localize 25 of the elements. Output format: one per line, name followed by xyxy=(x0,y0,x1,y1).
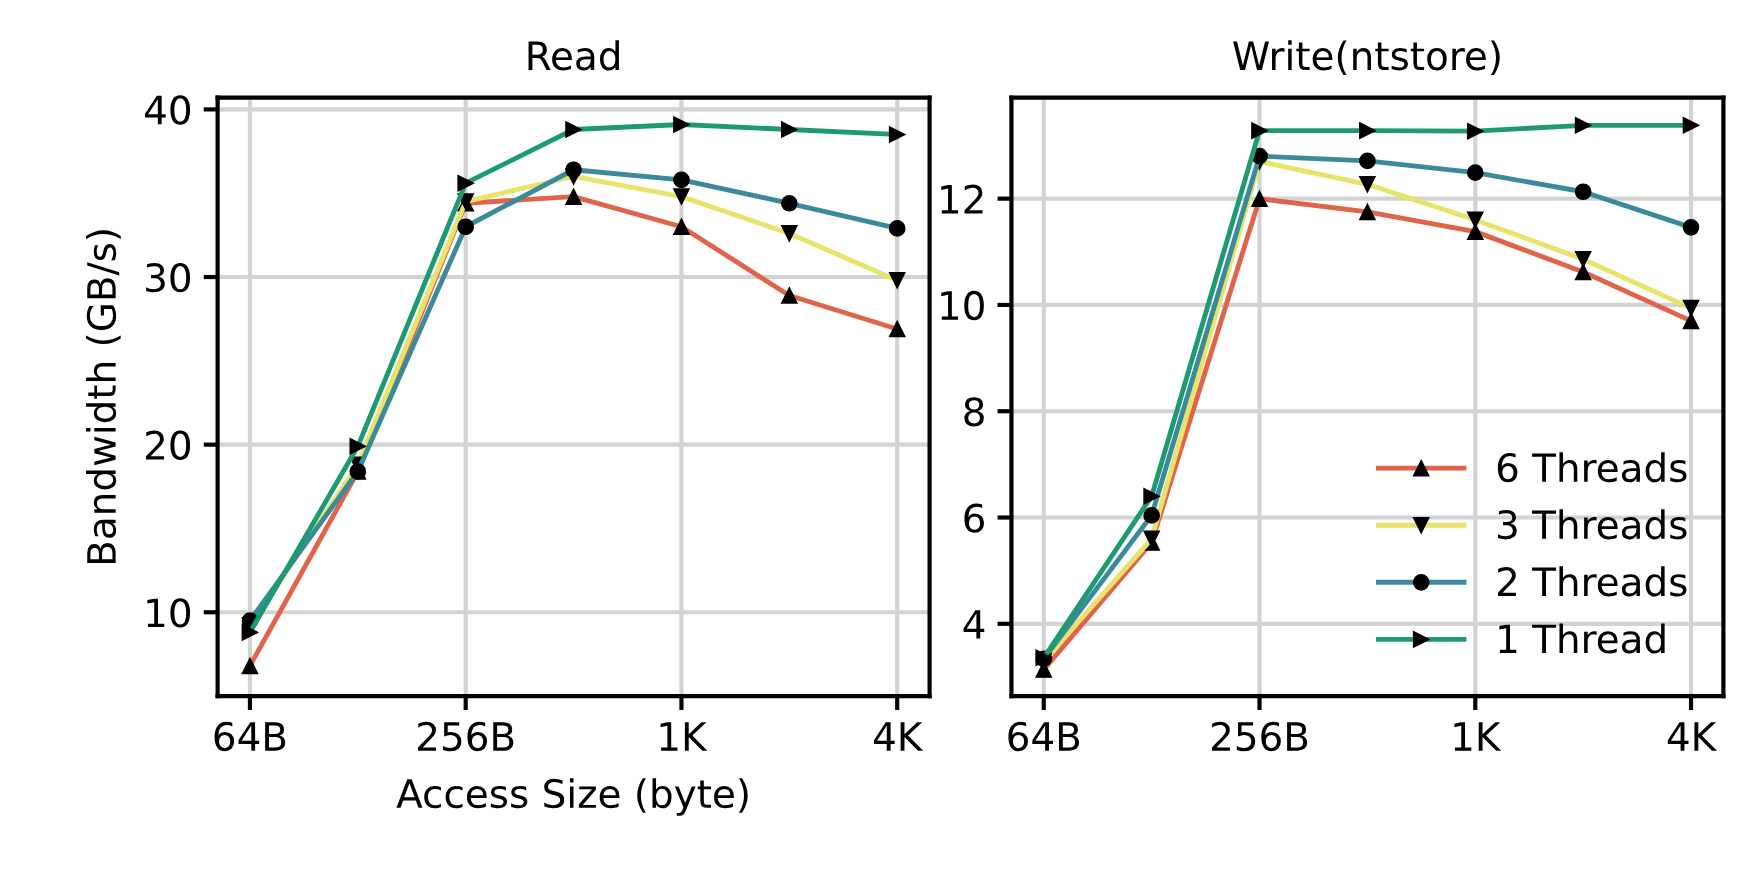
x-tick-label: 64B xyxy=(214,721,286,752)
x-tick-label: 256B xyxy=(1211,721,1308,752)
y-tick-label: 10 xyxy=(941,290,984,321)
y-tick-label: 12 xyxy=(941,184,983,214)
x-tick-label: 1K xyxy=(1454,722,1502,751)
y-tick-label: 30 xyxy=(146,262,191,293)
y-tick-label: 4 xyxy=(963,610,985,639)
y-tick-label: 6 xyxy=(964,503,984,533)
x-tick-label: 256B xyxy=(418,721,514,752)
y-tick-label: 40 xyxy=(145,95,191,125)
x-tick-label: 1K xyxy=(660,722,708,751)
chart-title: Write(ntstore) xyxy=(1233,40,1500,76)
x-tick-label: 4K xyxy=(873,722,924,751)
legend-label: 6 Threads xyxy=(1497,452,1687,483)
x-tick-label: 64B xyxy=(1008,721,1080,752)
y-axis-title: Bandwidth (GB/s) xyxy=(86,230,121,564)
legend-label: 3 Threads xyxy=(1498,509,1687,540)
x-axis-title: Access Size (byte) xyxy=(396,778,748,816)
y-tick-label: 20 xyxy=(145,430,191,460)
y-tick-label: 8 xyxy=(964,397,984,427)
legend-label: 2 Threads xyxy=(1497,566,1687,597)
y-tick-label: 10 xyxy=(147,598,191,628)
legend-label: 1 Thread xyxy=(1499,623,1665,654)
chart-title: Read xyxy=(528,40,619,71)
x-tick-label: 4K xyxy=(1667,722,1717,751)
